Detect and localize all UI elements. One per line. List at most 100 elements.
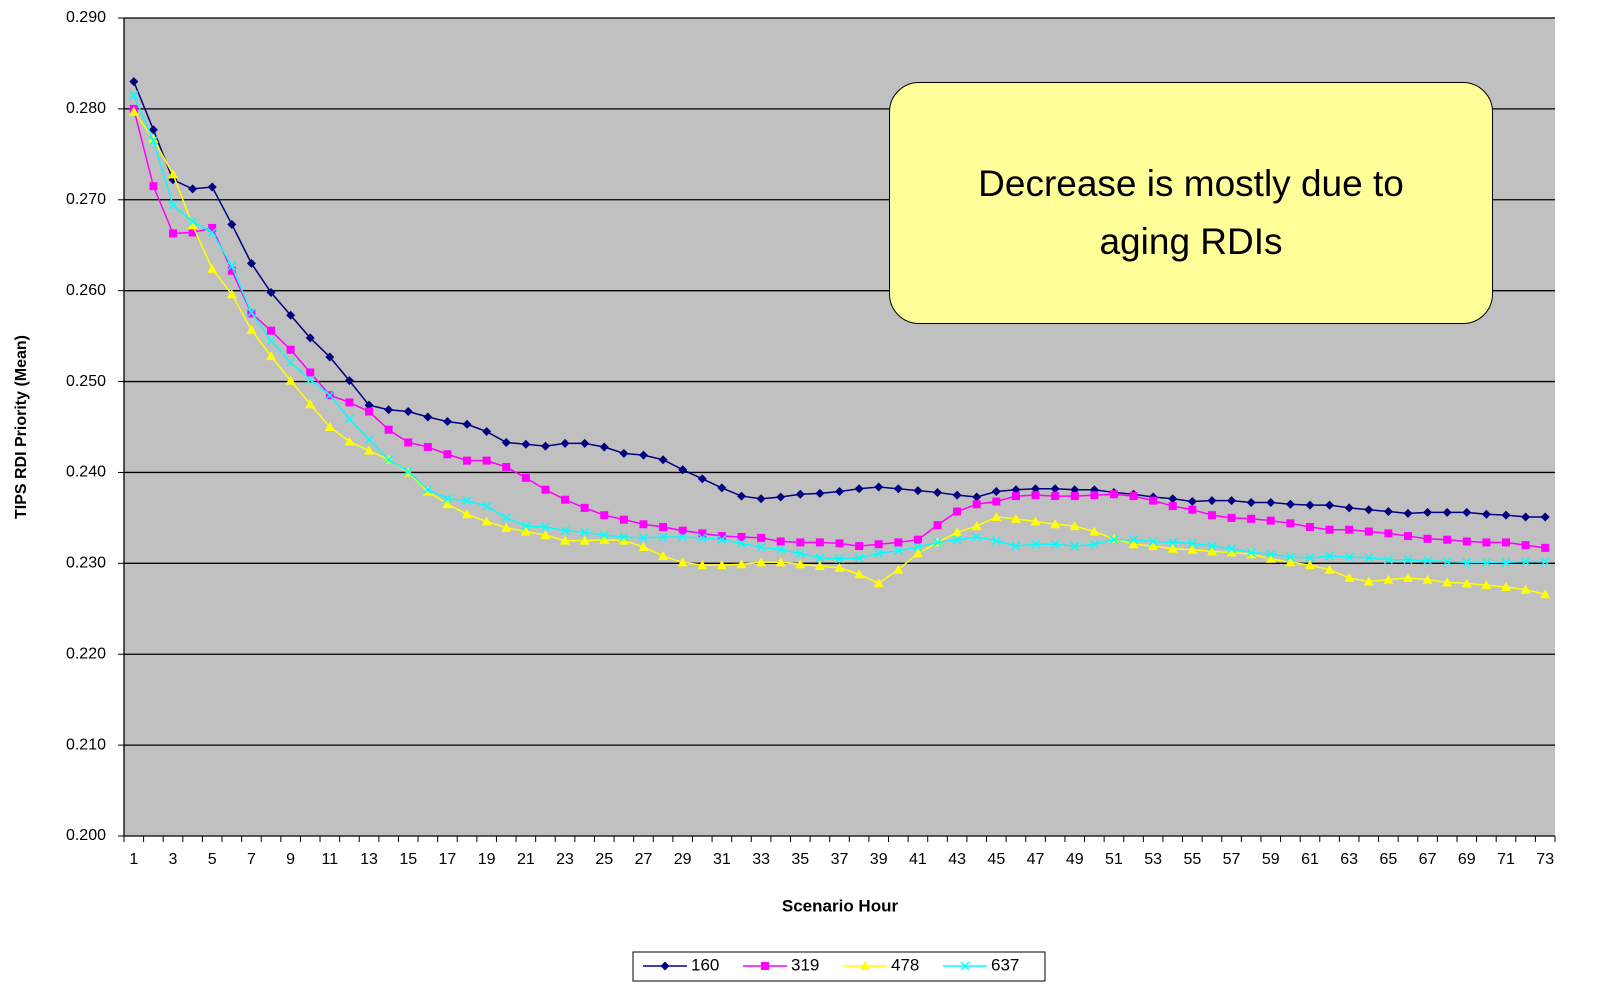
data-point xyxy=(481,516,492,526)
data-point xyxy=(834,554,845,564)
y-tick-label: 0.260 xyxy=(66,282,106,299)
data-point xyxy=(325,390,335,400)
data-point xyxy=(285,375,296,385)
data-point xyxy=(913,486,923,496)
data-point xyxy=(1168,494,1178,504)
data-point xyxy=(169,229,178,238)
data-point xyxy=(384,405,394,415)
y-tick-label: 0.220 xyxy=(66,645,106,662)
data-point xyxy=(874,482,884,492)
data-point xyxy=(1168,537,1178,547)
data-point xyxy=(1541,543,1550,552)
data-point xyxy=(442,499,453,509)
data-point xyxy=(932,537,943,547)
data-point xyxy=(736,559,747,569)
data-point xyxy=(501,522,512,532)
data-point xyxy=(1364,527,1373,536)
data-point xyxy=(697,474,707,484)
data-point xyxy=(561,495,570,504)
data-point xyxy=(324,422,335,431)
y-tick-label: 0.230 xyxy=(66,555,106,572)
legend-marker xyxy=(761,962,769,970)
data-point xyxy=(1051,492,1060,501)
data-point xyxy=(188,184,198,194)
data-point xyxy=(482,501,492,511)
data-point xyxy=(1442,577,1453,587)
x-tick-label: 19 xyxy=(478,851,496,868)
x-tick-label: 31 xyxy=(713,851,731,868)
data-point xyxy=(874,540,883,549)
data-point xyxy=(1011,492,1020,501)
data-point xyxy=(1089,539,1099,549)
data-point xyxy=(1501,510,1511,520)
data-point xyxy=(344,436,355,446)
data-point xyxy=(1070,492,1079,501)
data-point xyxy=(697,560,708,570)
data-point xyxy=(502,462,511,471)
data-point xyxy=(659,522,668,531)
data-point xyxy=(1030,539,1041,549)
data-point xyxy=(1285,557,1296,567)
data-point xyxy=(266,287,276,297)
data-point xyxy=(1070,541,1080,551)
data-point xyxy=(1501,538,1510,547)
data-point xyxy=(148,133,159,143)
data-point xyxy=(1402,572,1413,582)
data-point xyxy=(854,553,864,563)
data-point xyxy=(129,77,139,87)
data-point xyxy=(835,487,844,497)
data-point xyxy=(599,534,610,544)
data-point xyxy=(148,136,158,146)
x-tick-label: 29 xyxy=(674,851,692,868)
data-point xyxy=(658,532,668,542)
data-point xyxy=(1010,513,1021,523)
x-tick-label: 71 xyxy=(1497,851,1515,868)
data-point xyxy=(600,511,609,520)
legend-label: 637 xyxy=(991,955,1019,974)
data-point xyxy=(1422,574,1433,584)
data-point xyxy=(1246,497,1256,507)
legend-marker xyxy=(660,961,670,971)
data-point xyxy=(1030,516,1041,526)
data-point xyxy=(1050,539,1060,549)
data-point xyxy=(1364,505,1374,515)
data-point xyxy=(757,533,766,542)
x-tick-label: 47 xyxy=(1027,851,1045,868)
data-point xyxy=(834,562,845,572)
x-tick-label: 39 xyxy=(870,851,888,868)
data-point xyxy=(893,564,904,574)
data-point xyxy=(1521,512,1531,522)
x-tick-label: 59 xyxy=(1262,851,1280,868)
x-tick-label: 35 xyxy=(791,851,809,868)
x-tick-label: 37 xyxy=(831,851,849,868)
data-point xyxy=(1383,507,1393,517)
data-point xyxy=(638,533,649,543)
data-point xyxy=(1423,556,1433,566)
x-tick-label: 53 xyxy=(1144,851,1162,868)
data-point xyxy=(1481,557,1491,567)
data-point xyxy=(1442,556,1452,567)
data-point xyxy=(560,438,570,448)
data-point xyxy=(286,345,295,354)
legend-marker xyxy=(860,961,870,970)
data-point xyxy=(423,442,432,451)
data-point xyxy=(1227,544,1237,554)
x-tick-label: 43 xyxy=(948,851,966,868)
data-point xyxy=(854,569,865,579)
data-point xyxy=(540,441,550,451)
data-point xyxy=(795,489,805,499)
data-point xyxy=(1325,500,1335,510)
data-point xyxy=(267,326,276,335)
data-point xyxy=(991,536,1001,546)
data-point xyxy=(952,527,963,537)
data-point xyxy=(442,417,452,427)
data-point xyxy=(756,542,766,552)
y-tick-label: 0.240 xyxy=(66,464,106,481)
data-point xyxy=(1304,560,1315,570)
data-point xyxy=(775,557,786,567)
data-point xyxy=(1206,546,1217,556)
x-tick-label: 45 xyxy=(987,851,1005,868)
x-tick-label: 15 xyxy=(399,851,417,868)
y-tick-label: 0.280 xyxy=(66,100,106,117)
data-point xyxy=(717,483,727,493)
